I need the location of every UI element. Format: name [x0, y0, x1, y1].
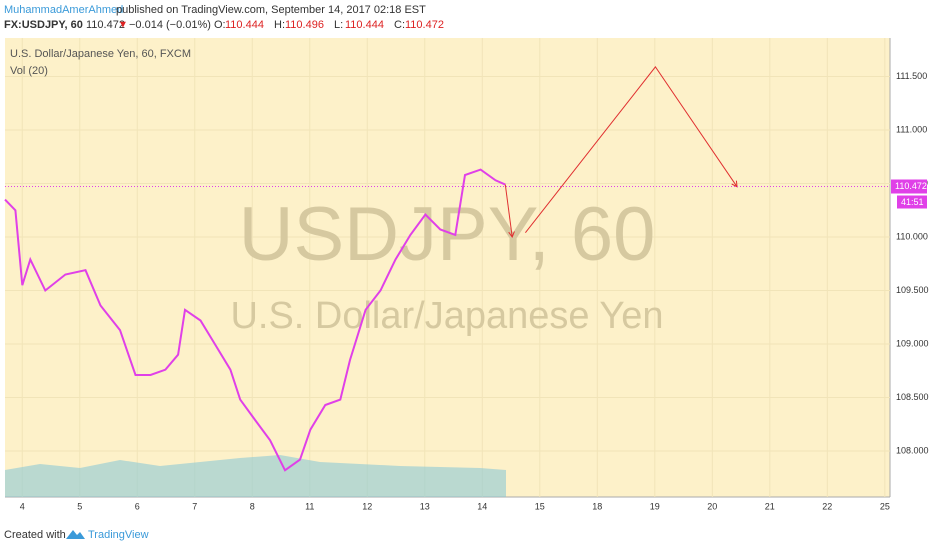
y-tick-label: 111.000 [896, 124, 927, 134]
x-tick-label: 5 [77, 501, 82, 511]
x-tick-label: 8 [250, 501, 255, 511]
arrow: ▼ [118, 20, 128, 31]
watermark: USDJPY, 60 [239, 192, 656, 277]
y-tick-label: 110.000 [896, 231, 928, 241]
symbol: FX:USDJPY, 60 [4, 19, 83, 31]
x-tick-label: 11 [305, 501, 314, 511]
ohlc-value: 110.444 [225, 19, 264, 31]
published: published on TradingView.com, September … [116, 4, 426, 16]
ohlc-value: 110.496 [285, 19, 324, 31]
x-tick-label: 22 [822, 501, 832, 511]
ohlc-value: 110.472 [405, 19, 444, 31]
y-tick-label: 108.500 [896, 392, 929, 402]
x-tick-label: 14 [477, 501, 487, 511]
legend-title: U.S. Dollar/Japanese Yen, 60, FXCM [10, 48, 191, 60]
x-tick-label: 19 [650, 501, 660, 511]
x-tick-label: 7 [192, 501, 197, 511]
ohlc-label: O: [214, 19, 226, 31]
logo [66, 530, 85, 539]
indicator: Vol (20) [10, 65, 48, 77]
y-tick-label: 109.000 [896, 338, 929, 348]
price-line [4, 168, 506, 472]
x-tick-label: 13 [420, 501, 430, 511]
plot-area [5, 38, 890, 497]
last: 110.472 [86, 19, 125, 31]
price-axis [890, 38, 932, 497]
x-tick-label: 25 [880, 501, 890, 511]
footer-brand[interactable]: TradingView [88, 529, 149, 541]
last-price-box [891, 179, 927, 194]
projection [525, 66, 738, 234]
footer-created: Created with [4, 529, 66, 541]
x-tick-label: 21 [765, 501, 775, 511]
volume-band [5, 455, 506, 497]
y-tick-label: 111.500 [896, 71, 927, 81]
ohlc-label: H: [274, 19, 285, 31]
ohlc-label: C: [394, 19, 405, 31]
watermark-subtitle: U.S. Dollar/Japanese Yen [230, 295, 663, 337]
y-tick-label: 108.000 [896, 445, 929, 455]
countdown-box [897, 195, 927, 209]
y-tick-label: 109.500 [896, 285, 929, 295]
x-tick-label: 4 [20, 501, 25, 511]
x-tick-label: 12 [362, 501, 372, 511]
ohlc-value: 110.444 [345, 19, 384, 31]
ohlc-label: L: [334, 19, 343, 31]
x-tick-label: 15 [535, 501, 545, 511]
author[interactable]: MuhammadAmerAhmed [4, 4, 123, 16]
x-tick-label: 20 [707, 501, 717, 511]
x-tick-label: 18 [592, 501, 602, 511]
change: −0.014 (−0.01%) [129, 19, 211, 31]
arrowhead [508, 231, 515, 239]
projection [504, 184, 513, 238]
last-price-label: 110.472 [895, 181, 927, 191]
countdown: 41:51 [901, 197, 924, 207]
x-tick-label: 6 [135, 501, 140, 511]
